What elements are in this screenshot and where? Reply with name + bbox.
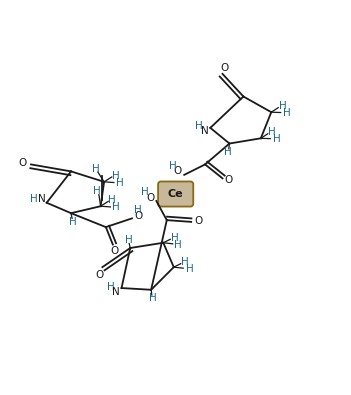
Text: H: H [141, 187, 148, 197]
Text: H: H [171, 233, 178, 243]
Text: H: H [181, 257, 189, 267]
Text: H: H [186, 264, 193, 274]
Text: N: N [201, 126, 208, 135]
Text: H: H [125, 235, 132, 245]
FancyBboxPatch shape [158, 181, 193, 207]
Text: O: O [220, 63, 229, 73]
Text: H: H [112, 202, 120, 212]
Text: O: O [225, 175, 233, 185]
Text: N: N [38, 194, 45, 203]
Text: H: H [93, 186, 101, 196]
Text: N: N [112, 286, 120, 297]
Text: H: H [29, 194, 37, 203]
Text: H: H [69, 217, 77, 227]
Text: H: H [169, 161, 177, 171]
Text: H: H [279, 101, 286, 111]
Text: O: O [18, 158, 26, 168]
Text: O: O [195, 216, 203, 226]
Text: H: H [283, 108, 291, 118]
Text: H: H [174, 239, 182, 250]
Text: H: H [112, 171, 119, 181]
Text: H: H [224, 147, 232, 157]
Text: O: O [146, 192, 154, 203]
Text: H: H [116, 178, 124, 188]
Text: H: H [195, 121, 203, 131]
Text: H: H [149, 293, 157, 303]
Text: H: H [268, 127, 276, 137]
Text: H: H [106, 282, 114, 292]
Text: O: O [111, 246, 119, 256]
Text: Ce: Ce [168, 189, 183, 199]
Text: H: H [108, 195, 116, 205]
Text: O: O [174, 166, 182, 177]
Text: O: O [134, 211, 143, 221]
Text: H: H [273, 134, 280, 144]
Text: O: O [95, 270, 104, 280]
Text: H: H [92, 164, 99, 173]
Text: H: H [134, 205, 142, 215]
